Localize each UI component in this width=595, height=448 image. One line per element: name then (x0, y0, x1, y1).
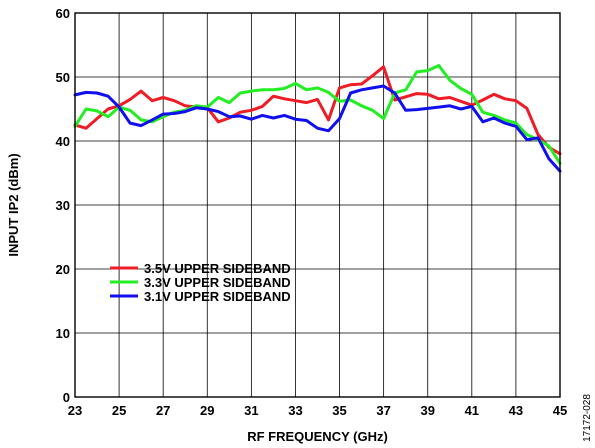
y-tick-label: 50 (56, 70, 70, 85)
x-tick-label: 29 (200, 403, 214, 418)
x-tick-label: 45 (553, 403, 567, 418)
plot-frame (74, 12, 561, 398)
legend-label-3: 3.1V UPPER SIDEBAND (144, 289, 291, 304)
y-tick-labels: 0 10 20 30 40 50 60 (56, 6, 70, 405)
y-tick-label: 40 (56, 134, 70, 149)
legend-label-2: 3.3V UPPER SIDEBAND (144, 275, 291, 290)
x-axis-label: RF FREQUENCY (GHz) (247, 429, 388, 444)
y-tick-label: 0 (63, 390, 70, 405)
x-tick-label: 39 (420, 403, 434, 418)
x-tick-label: 31 (244, 403, 258, 418)
x-tick-label: 37 (376, 403, 390, 418)
x-tick-label: 43 (509, 403, 523, 418)
x-tick-label: 41 (465, 403, 479, 418)
x-tick-label: 27 (156, 403, 170, 418)
grid (74, 12, 561, 398)
y-tick-label: 60 (56, 6, 70, 21)
y-tick-label: 30 (56, 198, 70, 213)
series-line-1 (73, 65, 562, 156)
x-tick-label: 33 (288, 403, 302, 418)
x-tick-label: 35 (332, 403, 346, 418)
x-tick-label: 23 (68, 403, 82, 418)
series-line-3 (73, 84, 562, 173)
series-line-2 (73, 64, 562, 165)
y-tick-label: 10 (56, 326, 70, 341)
x-tick-label: 25 (112, 403, 126, 418)
y-axis-label: INPUT IP2 (dBm) (6, 153, 21, 256)
x-tick-labels: 23 25 27 29 31 33 35 37 39 41 43 45 (68, 403, 567, 418)
legend-label-1: 3.5V UPPER SIDEBAND (144, 261, 291, 276)
series-layer (73, 64, 562, 173)
figure-id: 17172-028 (582, 394, 593, 442)
y-tick-label: 20 (56, 262, 70, 277)
